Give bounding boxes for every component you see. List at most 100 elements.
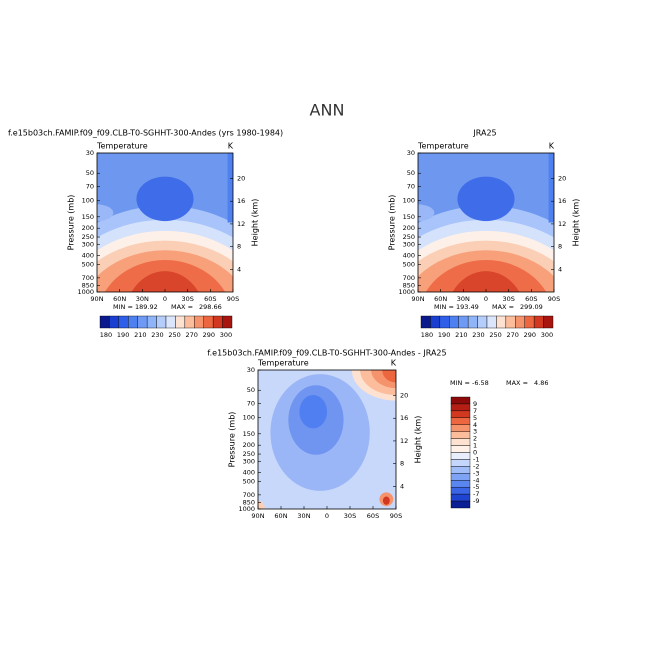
- contour-fill: [136, 176, 194, 222]
- colorbar-label: 230: [151, 331, 163, 339]
- colorbar-label: -1: [473, 455, 479, 463]
- y-tick-label: 250: [403, 233, 415, 241]
- x-tick-label: 30N: [297, 512, 310, 520]
- colorbar-label: 1: [473, 442, 477, 450]
- y-tick-label: 70: [86, 183, 94, 191]
- colorbar-box: [184, 315, 195, 329]
- y-tick-label: 50: [86, 169, 94, 177]
- colorbar-box: [118, 315, 129, 329]
- colorbar-box: [137, 315, 148, 329]
- y-tick-label: 70: [247, 400, 255, 408]
- y-tick-label: 150: [82, 213, 94, 221]
- contour-fill: [457, 176, 515, 222]
- y-tick-label: 850: [243, 499, 255, 507]
- x-tick-label: 30S: [181, 295, 193, 303]
- y2-axis-label: Height (km): [572, 199, 581, 247]
- colorbar-box: [458, 315, 469, 329]
- summary-min: 193.49: [456, 303, 479, 311]
- colorbar-label: 3: [473, 428, 477, 436]
- y2-tick-label: 8: [400, 460, 404, 468]
- colorbar-label: -7: [473, 490, 479, 498]
- y-tick-label: 1000: [238, 505, 255, 513]
- colorbar-box: [496, 315, 507, 329]
- y-tick-label: 400: [243, 469, 255, 477]
- colorbar-box: [524, 315, 535, 329]
- colorbar-box: [449, 315, 459, 329]
- colorbar-label: 290: [524, 331, 536, 339]
- summary-max-label: MAX =: [506, 379, 528, 387]
- panel-title: f.e15b03ch.FAMIP.f09_f09.CLB-T0-SGHHT-30…: [207, 349, 446, 358]
- colorbar-label: 250: [489, 331, 501, 339]
- figure-title: ANN: [310, 101, 345, 120]
- colorbar-label: 5: [473, 414, 477, 422]
- colorbar-label: 4: [473, 421, 477, 429]
- y-tick-label: 30: [86, 149, 94, 157]
- summary-max: 4.86: [534, 379, 548, 387]
- y2-tick-label: 8: [558, 243, 562, 251]
- colorbar-box: [477, 315, 488, 329]
- y-tick-label: 250: [243, 450, 255, 458]
- summary-min: -6.58: [472, 379, 489, 387]
- y2-tick-label: 8: [237, 243, 241, 251]
- colorbar-box: [450, 396, 471, 405]
- panel-title: JRA25: [472, 129, 496, 138]
- y2-tick-label: 4: [400, 482, 404, 490]
- x-tick-label: 90S: [548, 295, 560, 303]
- colorbar-label: 250: [168, 331, 180, 339]
- colorbar-box: [420, 315, 431, 329]
- colorbar-label: 270: [507, 331, 519, 339]
- x-tick-label: 90S: [390, 512, 402, 520]
- colorbar-box: [450, 445, 471, 453]
- y-tick-label: 500: [403, 261, 415, 269]
- colorbar-box: [222, 315, 233, 329]
- colorbar-box: [450, 493, 471, 502]
- x-tick-label: 60S: [204, 295, 216, 303]
- summary-max-label: MAX =: [492, 303, 514, 311]
- y2-tick-label: 16: [237, 197, 245, 205]
- y-tick-label: 500: [82, 261, 94, 269]
- colorbar-label: 0: [473, 449, 477, 457]
- y-tick-label: 700: [82, 274, 94, 282]
- colorbar-box: [194, 315, 204, 329]
- summary-max: 298.66: [199, 303, 222, 311]
- colorbar-box: [439, 315, 450, 329]
- y-tick-label: 300: [403, 240, 415, 248]
- summary-max: 299.09: [520, 303, 543, 311]
- colorbar-label: 300: [541, 331, 553, 339]
- contour-fill: [131, 271, 199, 292]
- x-tick-label: 90S: [227, 295, 239, 303]
- y-tick-label: 700: [243, 491, 255, 499]
- y-tick-label: 200: [243, 441, 255, 449]
- contour-fill: [382, 496, 390, 505]
- summary-min: 189.92: [135, 303, 158, 311]
- x-tick-label: 90N: [90, 295, 103, 303]
- y-tick-label: 100: [243, 414, 255, 422]
- x-tick-label: 30N: [136, 295, 149, 303]
- colorbar-box: [450, 410, 471, 419]
- y-tick-label: 1000: [77, 288, 94, 296]
- x-tick-label: 90N: [251, 512, 264, 520]
- colorbar-label: 210: [455, 331, 467, 339]
- y-tick-label: 850: [82, 282, 94, 290]
- summary-min-label: MIN =: [113, 303, 133, 311]
- colorbar-label: 180: [100, 331, 112, 339]
- y-tick-label: 50: [407, 169, 415, 177]
- y2-tick-label: 4: [237, 265, 241, 273]
- colorbar-label: 270: [186, 331, 198, 339]
- colorbar-box: [450, 480, 471, 488]
- x-tick-label: 60N: [274, 512, 287, 520]
- colorbar-box: [128, 315, 138, 329]
- colorbar-box: [450, 403, 471, 412]
- x-tick-label: 60N: [434, 295, 447, 303]
- y-axis-label: Pressure (mb): [388, 195, 397, 251]
- panel-title: f.e15b03ch.FAMIP.f09_f09.CLB-T0-SGHHT-30…: [8, 129, 283, 138]
- y2-tick-label: 20: [558, 175, 566, 183]
- y2-tick-label: 12: [558, 220, 566, 228]
- colorbar-label: 300: [220, 331, 232, 339]
- colorbar-label: 230: [472, 331, 484, 339]
- x-tick-label: 60S: [525, 295, 537, 303]
- variable-label: Temperature: [417, 142, 469, 151]
- colorbar-box: [165, 315, 176, 329]
- contour-fill: [227, 153, 233, 223]
